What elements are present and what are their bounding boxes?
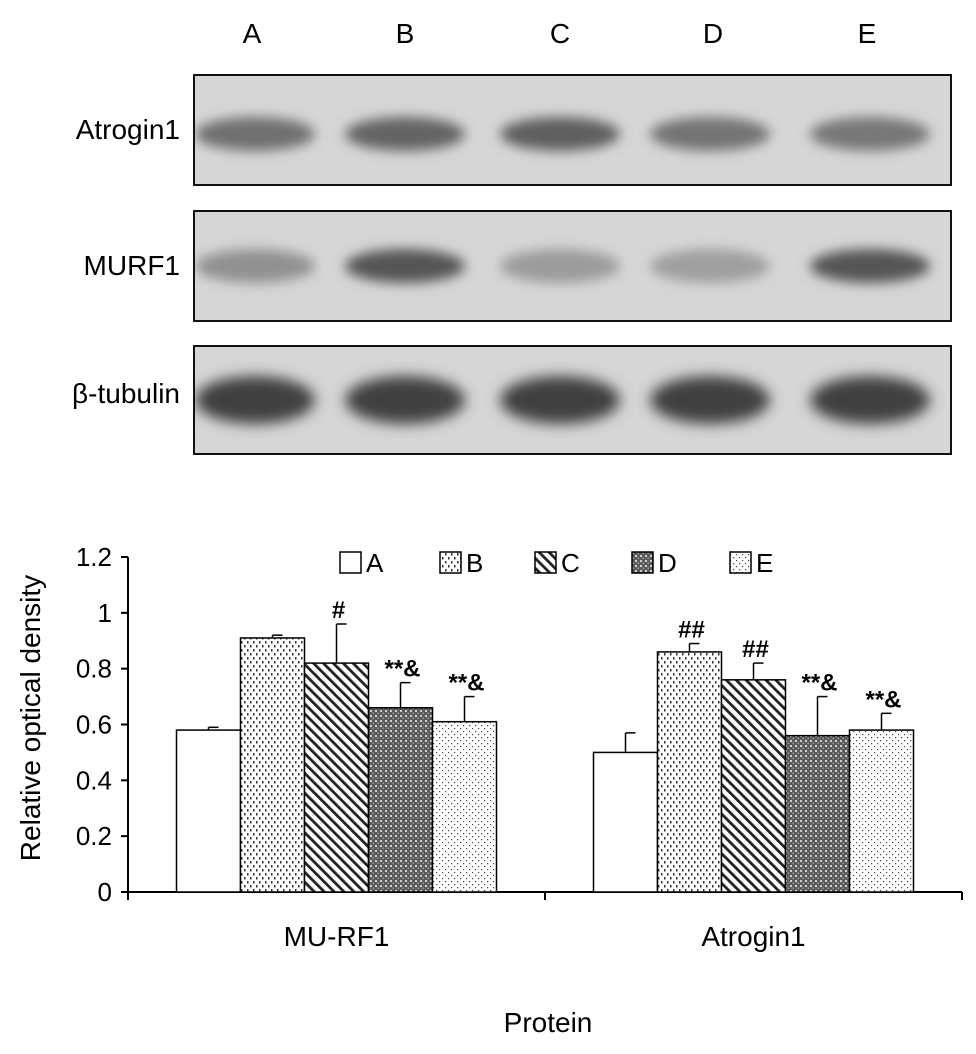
legend-label: D bbox=[658, 548, 677, 578]
blot-band bbox=[810, 376, 930, 424]
x-axis-title: Protein bbox=[504, 1007, 593, 1038]
y-tick-label: 0.4 bbox=[76, 765, 112, 795]
blot-band bbox=[650, 376, 770, 424]
bar bbox=[848, 729, 915, 893]
lane-label: A bbox=[242, 18, 262, 49]
bar bbox=[656, 651, 723, 893]
legend-swatch bbox=[339, 551, 362, 574]
bar bbox=[303, 662, 370, 893]
legend-swatch bbox=[729, 551, 752, 574]
legend-label: C bbox=[561, 548, 580, 578]
bar bbox=[431, 720, 498, 893]
significance-label: # bbox=[332, 597, 345, 624]
bar bbox=[720, 679, 787, 893]
blot-panel-murf1 bbox=[193, 210, 952, 322]
blot-row-label-tubulin: β-tubulin bbox=[72, 378, 180, 409]
blot-band bbox=[195, 249, 315, 283]
blot-band bbox=[345, 376, 465, 424]
blot-band bbox=[810, 117, 930, 151]
legend-label: E bbox=[756, 548, 773, 578]
significance-label: ## bbox=[678, 617, 705, 644]
blot-band bbox=[500, 249, 620, 283]
significance-label: **& bbox=[865, 686, 901, 713]
y-tick-label: 0.8 bbox=[76, 654, 112, 684]
chart-bars: # **& **& ## ## **& **& bbox=[175, 597, 915, 893]
bar bbox=[784, 734, 851, 893]
blot-band bbox=[650, 117, 770, 151]
lane-label: B bbox=[395, 18, 415, 49]
significance-label: **& bbox=[801, 670, 837, 697]
blot-panel-atrogin1 bbox=[193, 74, 952, 186]
lane-label: C bbox=[549, 18, 571, 49]
bar-chart: 00.20.40.60.811.2MU-RF1 Atrogin1 #**&**&#… bbox=[15, 542, 963, 1038]
lane-label: E bbox=[857, 18, 877, 49]
y-tick-label: 0 bbox=[98, 877, 112, 907]
significance-label: ## bbox=[742, 636, 769, 663]
y-tick-label: 1 bbox=[98, 598, 112, 628]
significance-label: **& bbox=[448, 670, 484, 697]
legend-swatch bbox=[631, 551, 654, 574]
y-tick-label: 0.6 bbox=[76, 710, 112, 740]
y-tick-label: 1.2 bbox=[76, 542, 112, 572]
bar bbox=[239, 637, 306, 893]
lane-label: D bbox=[702, 18, 724, 49]
chart-axes: 0 0.2 0.4 0.6 0.8 1 1.2 MU-RF1 Atrogin1 bbox=[76, 542, 963, 952]
bar bbox=[175, 729, 242, 893]
blot-band bbox=[345, 249, 465, 283]
legend-swatch bbox=[534, 551, 557, 574]
blot-band bbox=[810, 249, 930, 283]
legend-swatch bbox=[439, 551, 462, 574]
bar bbox=[592, 751, 659, 893]
blot-row-label-murf1: MURF1 bbox=[83, 250, 180, 281]
chart-legend: A B C D E bbox=[339, 548, 773, 578]
y-tick-label: 0.2 bbox=[76, 821, 112, 851]
blot-band bbox=[345, 117, 465, 151]
blot-band bbox=[500, 376, 620, 424]
legend-label: A bbox=[366, 548, 384, 578]
blot-band bbox=[500, 117, 620, 151]
significance-label: **& bbox=[384, 656, 420, 683]
legend-label: B bbox=[466, 548, 483, 578]
blot-row-label-atrogin1: Atrogin1 bbox=[75, 114, 180, 145]
blot-band bbox=[650, 249, 770, 283]
blot-panel-tubulin bbox=[193, 345, 952, 455]
bar bbox=[367, 707, 434, 893]
x-tick-label: MU-RF1 bbox=[284, 921, 390, 952]
x-tick-label: Atrogin1 bbox=[701, 921, 805, 952]
y-axis-title: Relative optical density bbox=[15, 575, 46, 861]
blot-band bbox=[195, 117, 315, 151]
blot-band bbox=[195, 376, 315, 424]
